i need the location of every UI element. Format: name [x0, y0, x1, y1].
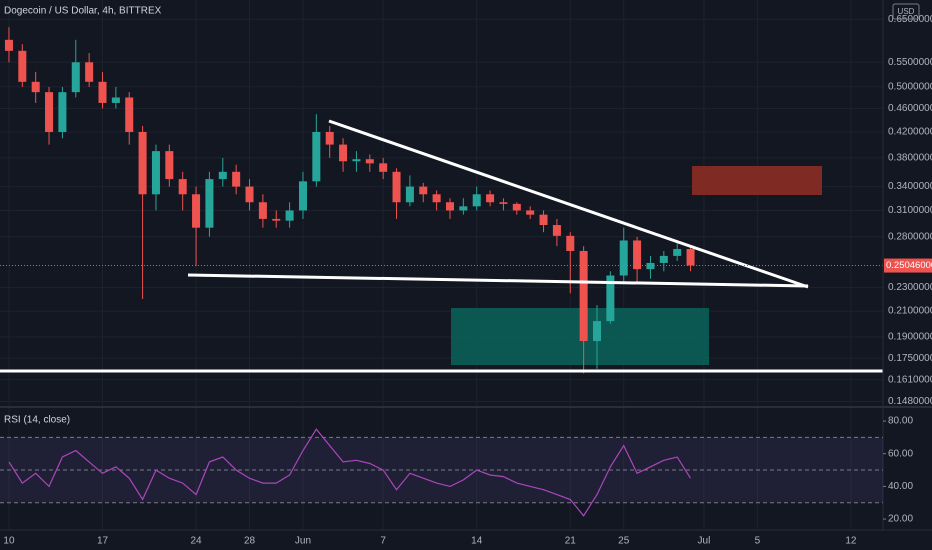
candle-body: [18, 50, 27, 82]
candle-body: [432, 194, 441, 203]
candle-body: [365, 159, 374, 164]
current-price-tag: [884, 258, 932, 273]
y-tick-label: 80.00: [888, 416, 913, 427]
upper-trendline: [328, 119, 809, 289]
y-tick-label: 0.31000000: [888, 205, 932, 216]
x-tick-label: 14: [471, 536, 483, 547]
x-tick-label: 21: [565, 536, 577, 547]
candle-body: [539, 214, 548, 226]
y-tick-label: 0.38000000: [888, 152, 932, 163]
currency-box: [892, 3, 920, 20]
y-tick-label: 0.28000000: [888, 231, 932, 242]
candle-body: [258, 202, 267, 219]
candle-body: [245, 186, 254, 203]
candle-body: [633, 240, 642, 270]
candle-body: [579, 250, 588, 342]
candle-body: [165, 151, 174, 180]
candle-body: [339, 144, 348, 162]
candle-body: [71, 62, 80, 93]
candle-body: [673, 249, 682, 256]
candle-body: [151, 151, 160, 195]
candle-body: [31, 81, 40, 93]
candle-body: [619, 240, 628, 276]
x-tick-label: 7: [380, 536, 386, 547]
candle-body: [125, 97, 134, 132]
candle-body: [659, 255, 668, 263]
x-tick-label: 28: [244, 536, 256, 547]
rsi-title: RSI (14, close): [4, 415, 70, 426]
y-tick-label: 20.00: [888, 514, 913, 525]
x-tick-label: Jun: [295, 536, 311, 547]
x-tick-label: 17: [97, 536, 109, 547]
candle-body: [606, 275, 615, 322]
x-tick-label: 5: [755, 536, 761, 547]
candle-body: [312, 131, 321, 182]
y-tick-label: 0.55000000: [888, 57, 932, 68]
candle-body: [58, 92, 67, 132]
lower-trendline: [187, 273, 809, 288]
trendlines: [0, 119, 883, 373]
candle-body: [4, 39, 13, 51]
candle-body: [285, 210, 294, 221]
candle-body: [178, 179, 187, 195]
y-tick-label: 0.19000000: [888, 332, 932, 343]
candle-body: [419, 186, 428, 195]
candle-body: [352, 159, 361, 162]
candle-body: [552, 225, 561, 236]
candle-body: [472, 194, 481, 207]
x-tick-label: 12: [845, 536, 857, 547]
candle-body: [392, 171, 401, 203]
x-tick-label: Jul: [698, 536, 711, 547]
candle-body: [512, 203, 521, 211]
x-tick-label: 24: [190, 536, 202, 547]
candle-body: [445, 202, 454, 211]
candle-body: [405, 186, 414, 203]
candle-body: [232, 171, 241, 187]
y-tick-label: 0.16100000: [888, 374, 932, 385]
candle-body: [566, 235, 575, 251]
y-tick-label: 0.14800000: [888, 396, 932, 407]
candle-body: [218, 171, 227, 180]
y-tick-label: 0.23000000: [888, 282, 932, 293]
candle-body: [646, 262, 655, 270]
candle-body: [111, 97, 120, 103]
candle-body: [192, 194, 201, 228]
chart-title: Dogecoin / US Dollar, 4h, BITTREX: [4, 6, 162, 17]
y-tick-label: 0.34000000: [888, 181, 932, 192]
candle-body: [272, 218, 281, 221]
candle-body: [138, 131, 147, 195]
candle-body: [325, 131, 334, 145]
y-tick-label: 40.00: [888, 481, 913, 492]
candles: [4, 27, 695, 374]
rsi-line: [8, 428, 692, 517]
candle-body: [45, 92, 54, 132]
x-tick-label: 25: [618, 536, 630, 547]
candle-body: [298, 181, 307, 211]
candle-body: [98, 81, 107, 103]
y-tick-label: 0.21000000: [888, 306, 932, 317]
candle-body: [499, 202, 508, 204]
currency: USD: [898, 7, 915, 16]
y-tick-label: 0.50000000: [888, 82, 932, 93]
y-tick-label: 0.42000000: [888, 127, 932, 138]
candle-body: [592, 321, 602, 342]
candle-body: [486, 194, 495, 203]
candle-body: [205, 179, 214, 228]
candle-body: [85, 62, 94, 82]
rsi-pane: [0, 428, 883, 517]
y-tick-label: 60.00: [888, 448, 913, 459]
candle-body: [459, 206, 468, 211]
candle-body: [686, 249, 695, 266]
current-price-label: 0.25046000: [886, 260, 932, 271]
y-tick-label: 0.46000000: [888, 103, 932, 114]
candle-body: [379, 163, 388, 172]
x-tick-label: 10: [3, 536, 15, 547]
candle-body: [526, 210, 535, 215]
resistance-zone: [692, 166, 822, 195]
grid: [0, 0, 883, 530]
y-tick-label: 0.17500000: [888, 353, 932, 364]
